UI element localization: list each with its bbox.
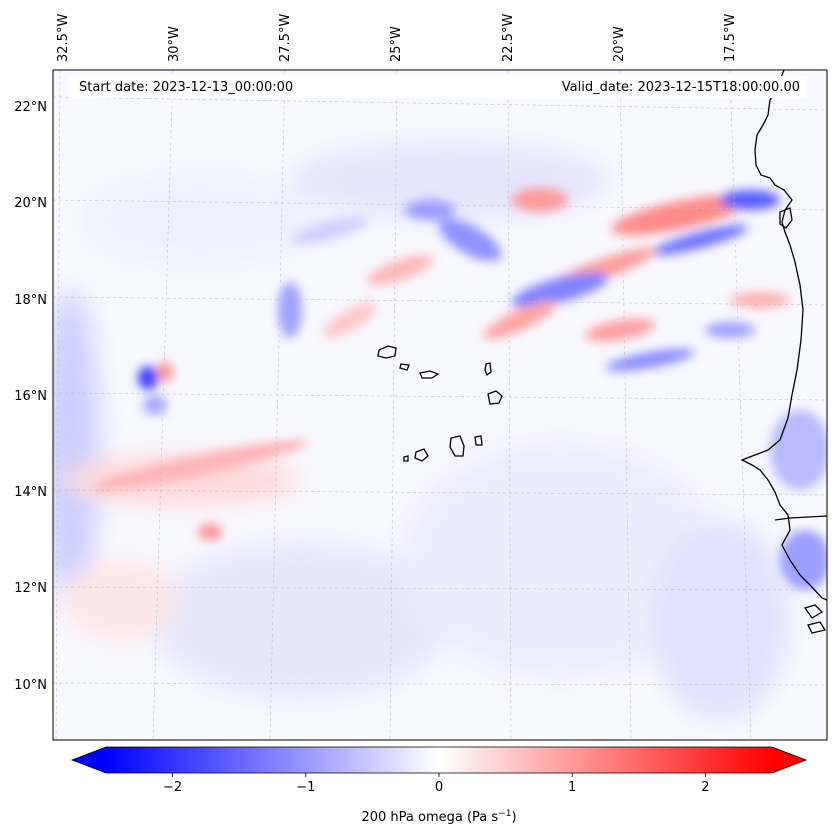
colorbar-label-text: 200 hPa omega (Pa s <box>361 810 498 825</box>
island-maio <box>474 435 483 446</box>
lat-label: 12°N <box>14 581 47 596</box>
colorbar-tick-label: 1 <box>568 780 576 795</box>
cape-blanc <box>779 207 793 229</box>
lon-label: 20°W <box>612 26 627 62</box>
gridlines <box>53 70 827 740</box>
colorbar-label-suffix: ) <box>511 810 516 825</box>
island-sao-nicolau <box>419 370 440 379</box>
colorbar-min-extend <box>72 747 106 773</box>
lon-label: 32.5°W <box>56 14 71 62</box>
island-santo-antao <box>377 345 397 359</box>
lat-label: 16°N <box>14 389 47 404</box>
island-sao-vicente <box>399 363 410 371</box>
lon-labels: 32.5°W 30°W 27.5°W 25°W 22.5°W 20°W 17.5… <box>56 14 738 62</box>
lat-label: 22°N <box>14 100 47 115</box>
colorbar-label-exponent: −1 <box>498 809 511 819</box>
colorbar-tick-label: −2 <box>163 780 182 795</box>
lon-label: 22.5°W <box>501 14 516 62</box>
colorbar-ticks: −2 −1 0 1 2 <box>163 773 710 795</box>
colorbar-tick-label: −1 <box>296 780 315 795</box>
map-frame <box>52 69 828 741</box>
omega-field <box>53 140 827 720</box>
lat-label: 10°N <box>14 678 47 693</box>
senegal-coast-detail <box>774 515 827 521</box>
africa-coastline <box>740 70 827 601</box>
header-band <box>70 76 807 98</box>
lon-label: 25°W <box>389 26 404 62</box>
lat-label: 14°N <box>14 485 47 500</box>
lon-label: 17.5°W <box>723 14 738 62</box>
start-date-label: Start date: 2023-12-13_00:00:00 <box>79 80 293 95</box>
island-brava <box>403 455 409 462</box>
island-santiago <box>449 435 465 457</box>
island-boa-vista <box>487 390 503 405</box>
lon-label: 27.5°W <box>278 14 293 62</box>
guinea-bissau-islands <box>803 604 827 634</box>
cape-verde-islands <box>377 345 503 462</box>
lat-label: 18°N <box>14 293 47 308</box>
lon-label: 30°W <box>167 26 182 62</box>
colorbar-tick-label: 0 <box>435 780 443 795</box>
coastlines <box>740 70 827 634</box>
lat-label: 20°N <box>14 196 47 211</box>
colorbar-tick-label: 2 <box>701 780 709 795</box>
colorbar-outline <box>70 746 808 774</box>
colorbar-label: 200 hPa omega (Pa s−1) <box>361 809 516 825</box>
island-fogo <box>414 448 429 462</box>
colorbar-gradient <box>106 747 772 773</box>
colorbar: −2 −1 0 1 2 200 hPa omega (Pa s−1) <box>70 746 808 825</box>
map-panel: Start date: 2023-12-13_00:00:00 Valid_da… <box>52 69 828 741</box>
colorbar-max-extend <box>772 747 806 773</box>
lat-labels: 22°N 20°N 18°N 16°N 14°N 12°N 10°N <box>14 100 47 693</box>
island-sal <box>484 362 492 377</box>
valid-date-label: Valid_date: 2023-12-15T18:00:00.00 <box>562 80 800 95</box>
